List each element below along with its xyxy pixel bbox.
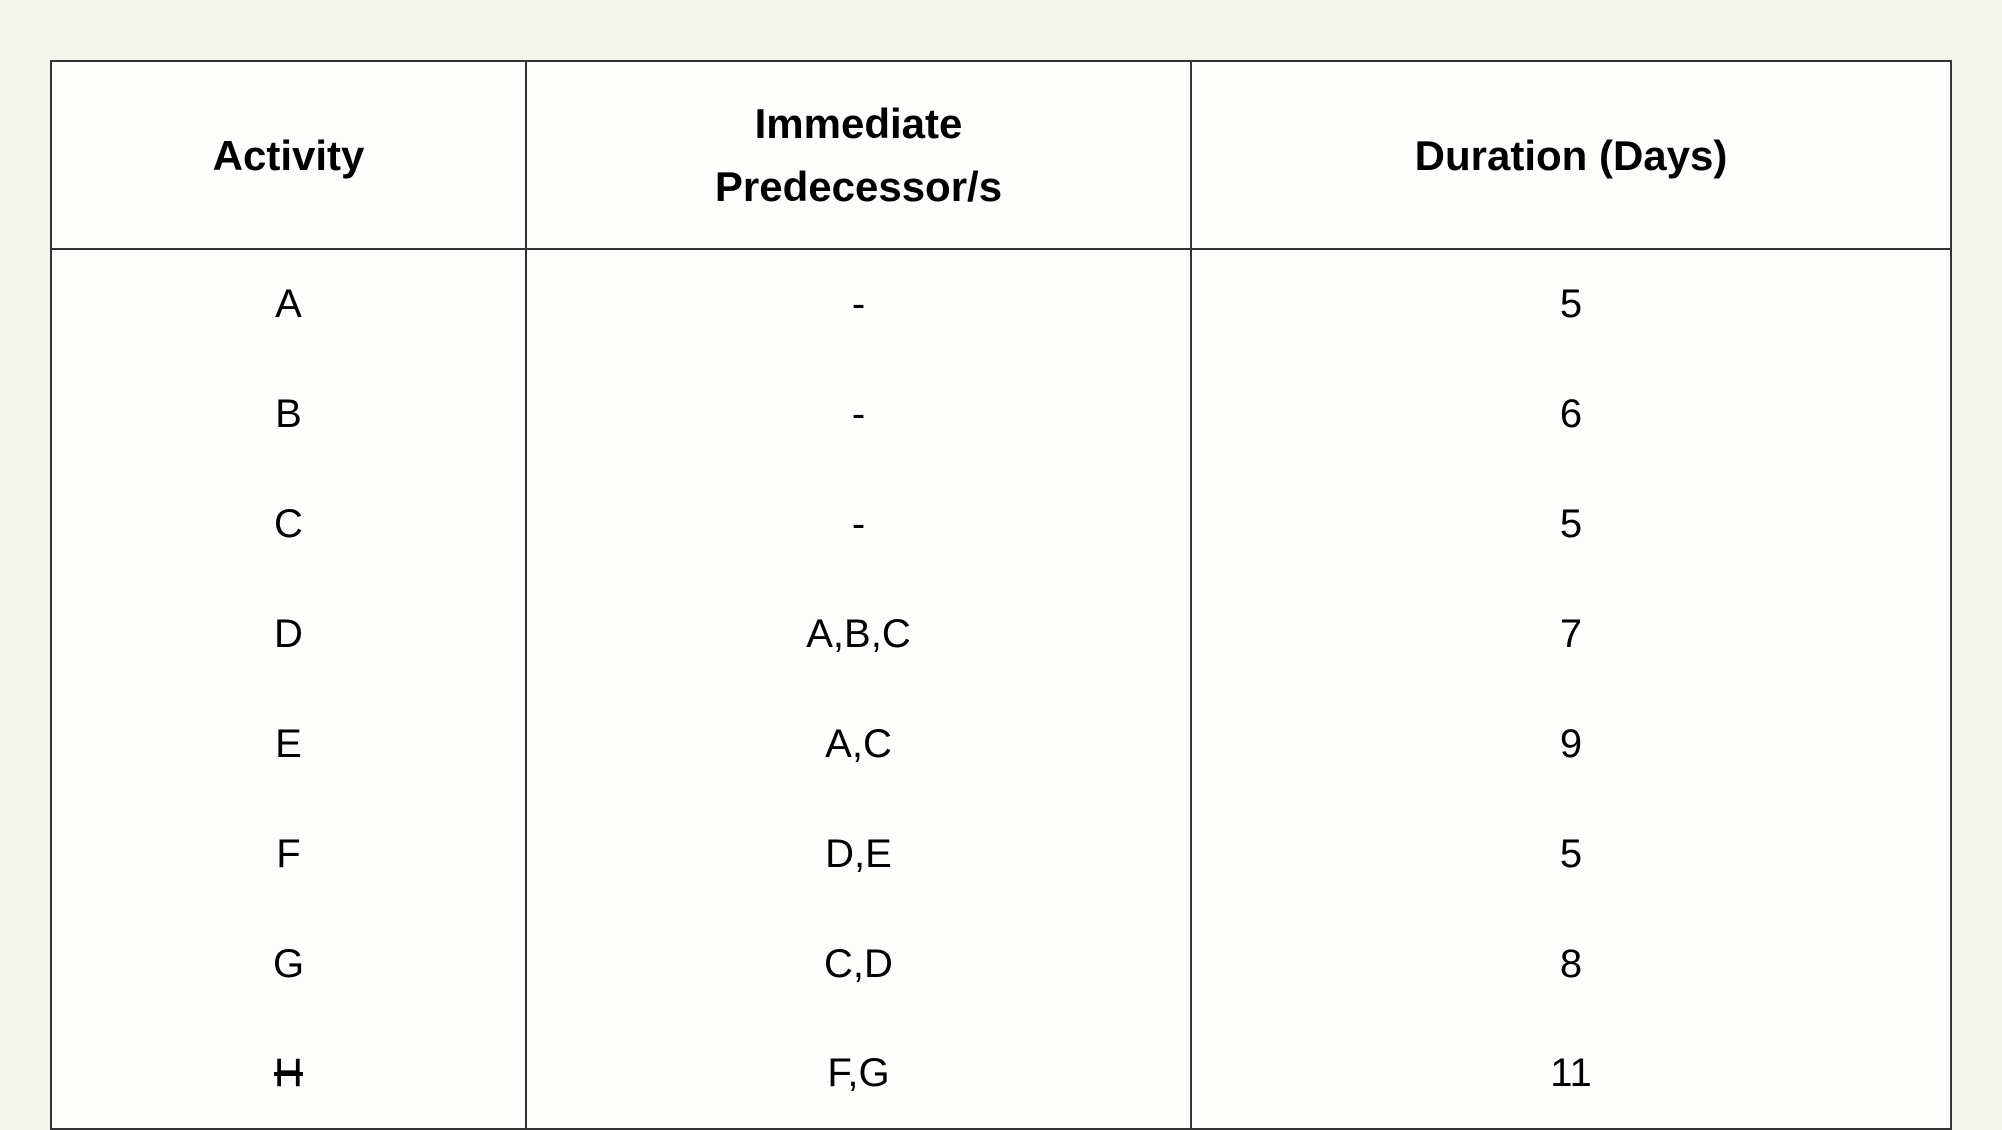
cell-activity: F <box>51 799 526 909</box>
table-row: E A,C 9 <box>51 689 1951 799</box>
activity-table: Activity ImmediatePredecessor/s Duration… <box>50 60 1952 1130</box>
cell-activity: D <box>51 579 526 689</box>
cell-predecessor: C,D <box>526 909 1191 1019</box>
table-row: D A,B,C 7 <box>51 579 1951 689</box>
cell-activity: A <box>51 249 526 359</box>
table-row: H F,G 11 <box>51 1019 1951 1129</box>
cell-activity: C <box>51 469 526 579</box>
cell-activity: H <box>51 1019 526 1129</box>
cell-predecessor: A,C <box>526 689 1191 799</box>
cell-activity: E <box>51 689 526 799</box>
cell-duration: 5 <box>1191 799 1951 909</box>
header-activity: Activity <box>51 61 526 249</box>
cell-activity: B <box>51 359 526 469</box>
cell-predecessor: - <box>526 359 1191 469</box>
cell-duration: 9 <box>1191 689 1951 799</box>
cell-duration: 8 <box>1191 909 1951 1019</box>
cell-duration: 6 <box>1191 359 1951 469</box>
table-row: C - 5 <box>51 469 1951 579</box>
table-row: B - 6 <box>51 359 1951 469</box>
cell-predecessor: - <box>526 469 1191 579</box>
table-body: A - 5 B - 6 C - 5 D A,B,C 7 E A,C 9 F D,… <box>51 249 1951 1129</box>
cell-duration: 5 <box>1191 469 1951 579</box>
header-duration: Duration (Days) <box>1191 61 1951 249</box>
table-row: A - 5 <box>51 249 1951 359</box>
cell-predecessor: A,B,C <box>526 579 1191 689</box>
table-header-row: Activity ImmediatePredecessor/s Duration… <box>51 61 1951 249</box>
table-row: F D,E 5 <box>51 799 1951 909</box>
cell-duration: 7 <box>1191 579 1951 689</box>
cell-predecessor: - <box>526 249 1191 359</box>
cell-predecessor: F,G <box>526 1019 1191 1129</box>
cell-activity: G <box>51 909 526 1019</box>
cell-duration: 5 <box>1191 249 1951 359</box>
cell-predecessor: D,E <box>526 799 1191 909</box>
table-row: G C,D 8 <box>51 909 1951 1019</box>
cell-duration: 11 <box>1191 1019 1951 1129</box>
header-predecessor: ImmediatePredecessor/s <box>526 61 1191 249</box>
